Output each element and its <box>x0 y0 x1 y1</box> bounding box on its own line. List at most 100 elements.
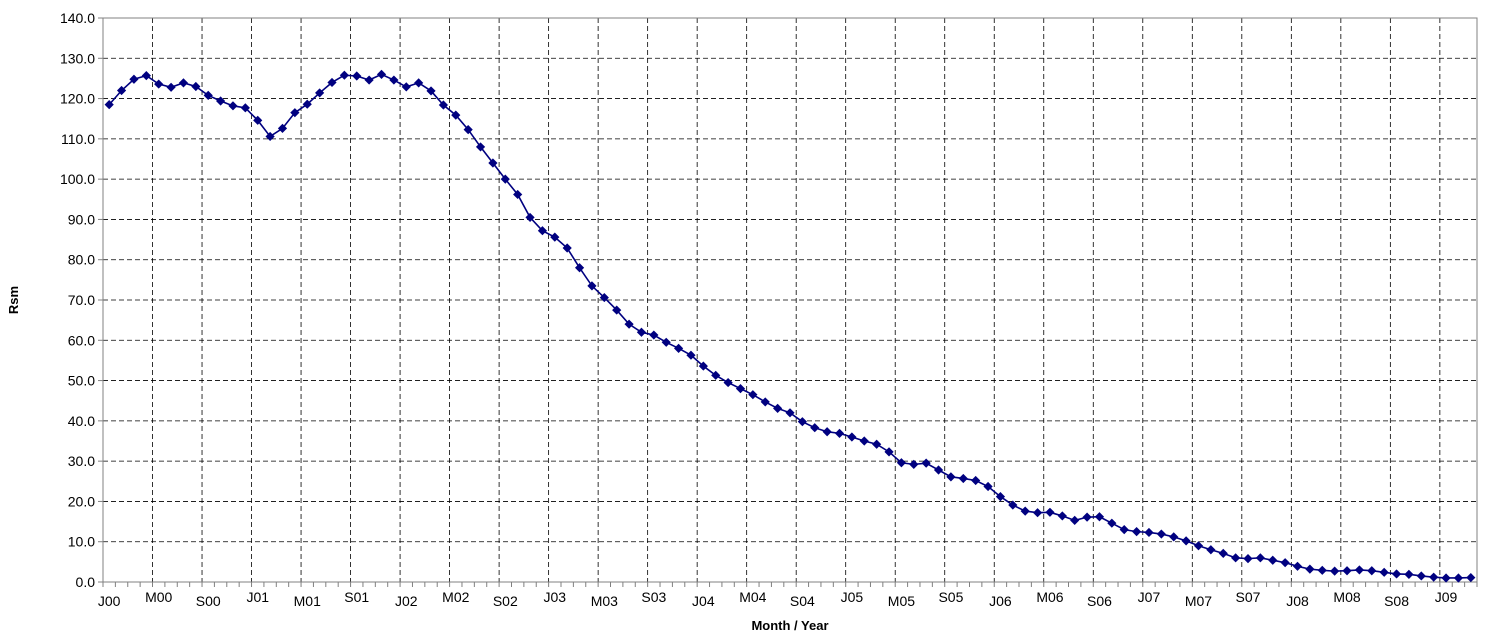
y-axis-title: Rsm <box>6 286 21 314</box>
y-tick-label: 80.0 <box>68 252 95 268</box>
data-point <box>723 377 733 388</box>
data-point <box>711 370 721 380</box>
data-point <box>612 305 622 315</box>
data-point <box>141 71 151 81</box>
data-point <box>1144 527 1154 538</box>
data-point <box>525 212 535 223</box>
x-tick-label: S06 <box>1087 593 1112 609</box>
data-point <box>414 78 424 88</box>
data-point <box>810 423 820 433</box>
y-tick-label: 40.0 <box>68 413 95 429</box>
data-point <box>1231 553 1241 563</box>
data-point <box>1008 500 1018 510</box>
data-point <box>1255 553 1265 563</box>
data-point <box>451 110 461 120</box>
grid-lines <box>103 17 1477 582</box>
data-point <box>1206 545 1216 555</box>
data-point <box>884 447 894 457</box>
data-point <box>178 78 189 88</box>
data-point <box>649 330 659 340</box>
data-point <box>735 384 746 394</box>
data-point <box>1354 565 1365 575</box>
data-point <box>203 90 213 100</box>
data-point <box>1218 548 1228 558</box>
y-tick-label: 20.0 <box>68 493 95 509</box>
data-point <box>215 96 226 106</box>
x-tick-label: J09 <box>1435 589 1458 605</box>
data-point <box>574 263 585 273</box>
data-point <box>463 124 473 135</box>
data-point <box>1391 569 1402 579</box>
data-point <box>537 226 548 236</box>
x-tick-label: S07 <box>1236 589 1261 605</box>
data-point <box>673 343 684 353</box>
data-point <box>921 458 931 468</box>
x-tick-label: J03 <box>544 589 567 605</box>
data-point <box>1367 566 1377 576</box>
data-point <box>1404 569 1414 579</box>
data-point <box>1330 566 1340 576</box>
data-point <box>847 432 857 442</box>
x-tick-label: J08 <box>1286 593 1309 609</box>
data-point <box>834 428 845 438</box>
data-point <box>686 350 696 360</box>
y-tick-label: 110.0 <box>61 131 95 147</box>
y-tick-label: 0.0 <box>76 574 96 590</box>
x-tick-label: M01 <box>294 593 321 609</box>
data-point <box>773 403 783 413</box>
x-tick-label: M02 <box>442 589 469 605</box>
x-tick-label: S05 <box>938 589 963 605</box>
data-point <box>277 123 288 133</box>
data-point <box>376 69 387 79</box>
data-point <box>971 475 981 486</box>
x-tick-label: J00 <box>98 593 121 609</box>
data-point <box>1305 564 1315 574</box>
x-tick-label: S01 <box>344 589 369 605</box>
data-point <box>290 108 300 118</box>
data-point <box>1193 541 1204 551</box>
data-point <box>748 390 758 400</box>
x-axis: J00 M00 S00 J01 M01 S01 J02 M02 S02 J03 M03 S03 J04 M… <box>98 582 1478 609</box>
x-tick-label: J07 <box>1138 589 1161 605</box>
x-tick-label: J01 <box>246 589 269 605</box>
data-point <box>475 142 486 152</box>
data-point <box>1453 573 1464 583</box>
data-point <box>983 481 993 492</box>
data-point <box>1268 555 1278 565</box>
data-point <box>1169 532 1179 542</box>
y-tick-label: 130.0 <box>60 50 95 66</box>
data-point <box>1082 512 1092 522</box>
data-point <box>698 361 708 371</box>
data-point <box>154 79 164 89</box>
data-point <box>240 103 250 113</box>
data-point <box>1156 529 1166 539</box>
data-point <box>166 82 176 92</box>
data-point <box>1119 525 1129 535</box>
data-point <box>500 174 510 184</box>
x-tick-label: S02 <box>493 593 518 609</box>
y-tick-label: 90.0 <box>68 211 95 227</box>
y-tick-label: 50.0 <box>68 373 95 389</box>
data-point <box>315 88 325 98</box>
y-tick-label: 60.0 <box>68 332 95 348</box>
y-tick-label: 140.0 <box>60 10 95 26</box>
x-tick-label: S04 <box>790 593 815 609</box>
data-point <box>946 472 956 482</box>
data-point <box>253 115 263 125</box>
data-point <box>1045 507 1055 517</box>
data-point <box>1032 508 1043 518</box>
data-point <box>265 131 275 142</box>
data-point <box>1057 511 1067 521</box>
y-tick-label: 10.0 <box>68 534 95 550</box>
data-point <box>1441 573 1451 583</box>
series-line <box>108 73 1471 579</box>
data-point <box>785 408 795 418</box>
x-tick-label: J05 <box>841 589 864 605</box>
x-tick-label: M05 <box>888 593 915 609</box>
data-point <box>426 86 436 96</box>
data-point <box>896 458 907 468</box>
data-point <box>933 465 944 475</box>
data-point <box>327 77 337 88</box>
y-axis: 0.0 10.0 20.0 30.0 40.0 50.0 60.0 70.0 80.0 90.0 1… <box>60 10 103 590</box>
